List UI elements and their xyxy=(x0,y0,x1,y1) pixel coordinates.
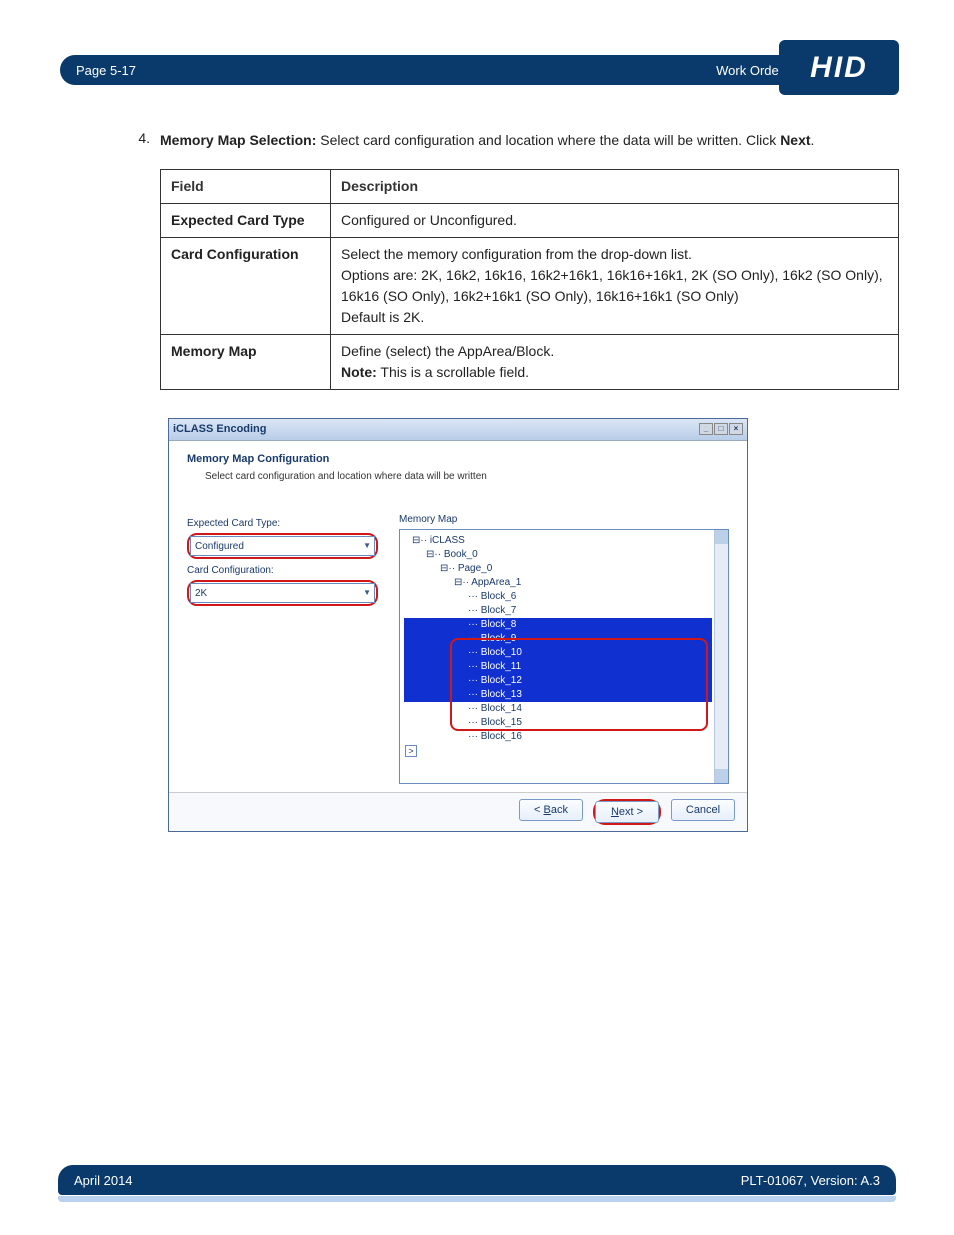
highlight-ring-next: Next > xyxy=(593,799,661,825)
highlight-ring-cardconfig: 2K ▼ xyxy=(187,580,378,606)
tree-node[interactable]: ··· Block_11 xyxy=(404,660,712,674)
tree-node[interactable]: ⊟·· iCLASS xyxy=(404,534,712,548)
expected-card-type-dropdown[interactable]: Configured ▼ xyxy=(190,536,375,556)
step-number: 4. xyxy=(120,130,160,832)
label-card-config: Card Configuration: xyxy=(187,563,379,578)
tree-node[interactable]: ··· Block_7 xyxy=(404,604,712,618)
th-field: Field xyxy=(161,170,331,204)
tree-node[interactable]: ··· Block_13 xyxy=(404,688,712,702)
table-row: Expected Card Type Configured or Unconfi… xyxy=(161,204,899,238)
hid-logo: HID xyxy=(779,40,899,95)
footer-date: April 2014 xyxy=(74,1173,133,1188)
table-row: Memory Map Define (select) the AppArea/B… xyxy=(161,335,899,390)
window-buttons: _ □ × xyxy=(699,423,743,435)
footer-version: PLT-01067, Version: A.3 xyxy=(741,1173,880,1188)
cancel-button[interactable]: Cancel xyxy=(671,799,735,821)
page-header: Page 5-17 Work Order Manager xyxy=(60,55,894,85)
dropdown-value: 2K xyxy=(195,586,207,601)
scroll-down-icon[interactable] xyxy=(715,769,728,783)
step-title: Memory Map Selection: xyxy=(160,132,316,148)
expand-button[interactable]: > xyxy=(405,745,417,757)
dialog-titlebar[interactable]: iCLASS Encoding _ □ × xyxy=(169,419,747,441)
highlight-ring-cardtype: Configured ▼ xyxy=(187,533,378,559)
tree-node[interactable]: ··· Block_6 xyxy=(404,590,712,604)
scrollbar[interactable] xyxy=(714,530,728,783)
section-title: Memory Map Configuration xyxy=(187,451,729,468)
tree-node[interactable]: ⊟·· Book_0 xyxy=(404,548,712,562)
left-column: Expected Card Type: Configured ▼ Card Co… xyxy=(187,512,379,784)
tree-node[interactable]: ··· Block_10 xyxy=(404,646,712,660)
step-next-word: Next xyxy=(780,132,810,148)
step-desc: Select card configuration and location w… xyxy=(316,132,780,148)
tree-node[interactable]: ··· Block_8 xyxy=(404,618,712,632)
tree-node[interactable]: ⊟·· AppArea_1 xyxy=(404,576,712,590)
section-subtitle: Select card configuration and location w… xyxy=(205,469,729,484)
iclass-encoding-dialog: iCLASS Encoding _ □ × Memory Map Configu… xyxy=(168,418,748,832)
step-text: Memory Map Selection: Select card config… xyxy=(160,130,899,832)
step-period: . xyxy=(811,132,815,148)
footer-decorative-strip xyxy=(58,1196,896,1202)
dropdown-value: Configured xyxy=(195,539,244,554)
page-content: 4. Memory Map Selection: Select card con… xyxy=(120,130,899,832)
table-header-row: Field Description xyxy=(161,170,899,204)
tree-node[interactable]: ··· Block_15 xyxy=(404,716,712,730)
dialog-button-row: < Back Next > Cancel xyxy=(169,792,747,831)
step-4: 4. Memory Map Selection: Select card con… xyxy=(120,130,899,832)
field-table: Field Description Expected Card Type Con… xyxy=(160,169,899,390)
field-name: Card Configuration xyxy=(161,238,331,335)
field-name: Memory Map xyxy=(161,335,331,390)
field-desc: Configured or Unconfigured. xyxy=(331,204,899,238)
tree-node[interactable]: ··· Block_16 xyxy=(404,730,712,744)
tree-node[interactable]: ··· Block_12 xyxy=(404,674,712,688)
tree-node[interactable]: ⊟·· Page_0 xyxy=(404,562,712,576)
table-row: Card Configuration Select the memory con… xyxy=(161,238,899,335)
close-icon[interactable]: × xyxy=(729,423,743,435)
page-footer: April 2014 PLT-01067, Version: A.3 xyxy=(58,1165,896,1195)
tree-content: ⊟·· iCLASS⊟·· Book_0⊟·· Page_0⊟·· AppAre… xyxy=(404,534,712,744)
field-name: Expected Card Type xyxy=(161,204,331,238)
minimize-icon[interactable]: _ xyxy=(699,423,713,435)
card-configuration-dropdown[interactable]: 2K ▼ xyxy=(190,583,375,603)
field-desc: Select the memory configuration from the… xyxy=(331,238,899,335)
chevron-down-icon: ▼ xyxy=(363,540,371,552)
field-desc: Define (select) the AppArea/Block. Note:… xyxy=(331,335,899,390)
form-area: Expected Card Type: Configured ▼ Card Co… xyxy=(187,512,729,784)
chevron-down-icon: ▼ xyxy=(363,587,371,599)
tree-header: Memory Map xyxy=(399,512,729,527)
label-expected-card-type: Expected Card Type: xyxy=(187,516,379,531)
tree-node[interactable]: ··· Block_14 xyxy=(404,702,712,716)
tree-node[interactable]: ··· Block_9 xyxy=(404,632,712,646)
scroll-up-icon[interactable] xyxy=(715,530,728,544)
page-number: Page 5-17 xyxy=(76,63,136,78)
maximize-icon[interactable]: □ xyxy=(714,423,728,435)
memory-map-tree[interactable]: ⊟·· iCLASS⊟·· Book_0⊟·· Page_0⊟·· AppAre… xyxy=(399,529,729,784)
back-button[interactable]: < Back xyxy=(519,799,583,821)
right-column: Memory Map ⊟·· iCLASS⊟·· Book_0⊟·· Page_… xyxy=(399,512,729,784)
th-desc: Description xyxy=(331,170,899,204)
dialog-title-text: iCLASS Encoding xyxy=(173,421,699,438)
dialog-body: Memory Map Configuration Select card con… xyxy=(169,441,747,793)
screenshot-dialog-wrap: iCLASS Encoding _ □ × Memory Map Configu… xyxy=(168,418,899,832)
next-button[interactable]: Next > xyxy=(595,801,659,823)
